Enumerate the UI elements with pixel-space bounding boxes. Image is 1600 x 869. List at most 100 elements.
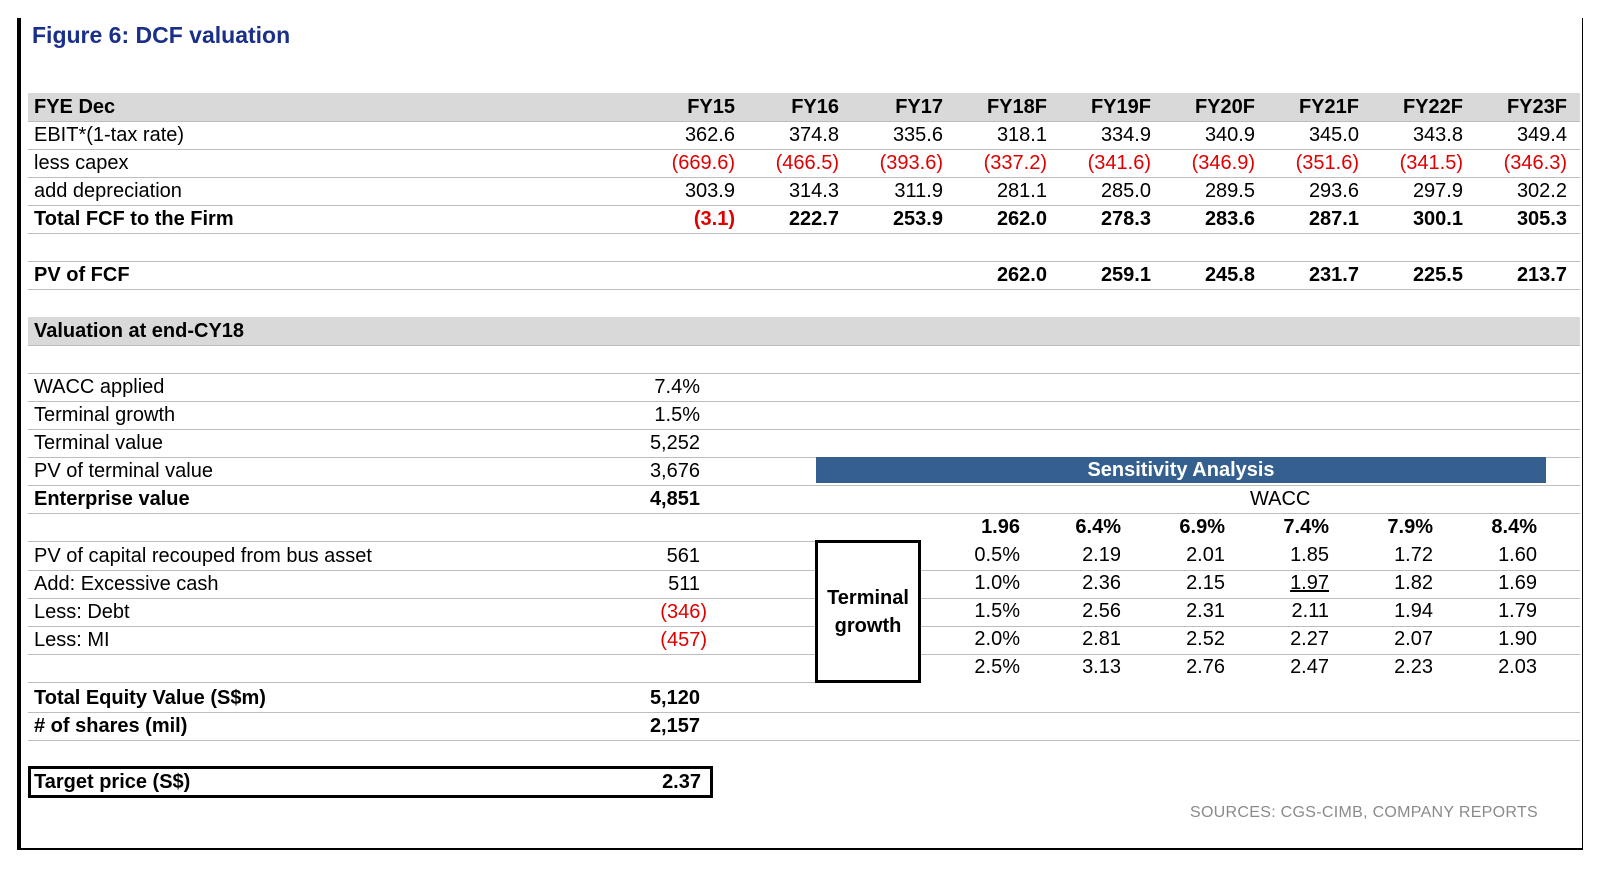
year-header: FY16 bbox=[791, 96, 839, 118]
pv-fcf-value: 213.7 bbox=[1516, 264, 1567, 286]
fcf-row: Total FCF to the Firm (3.1) 222.7 253.9 262.… bbox=[28, 205, 1580, 234]
wacc-column-header: 7.9% bbox=[1387, 516, 1433, 538]
blank-row bbox=[28, 740, 1580, 769]
fcf-value: 287.1 bbox=[1308, 208, 1359, 230]
valuation-value: 7.4% bbox=[654, 376, 700, 398]
wacc-column-header: 7.4% bbox=[1283, 516, 1329, 538]
valuation-value: 2,157 bbox=[649, 715, 700, 737]
year-header: FY20F bbox=[1194, 96, 1255, 118]
wacc-axis-label: WACC bbox=[1250, 488, 1311, 510]
valuation-value: 511 bbox=[668, 573, 700, 595]
sensitivity-value: 1.79 bbox=[1498, 600, 1537, 622]
growth-row-header: 0.5% bbox=[974, 544, 1020, 566]
growth-row-header: 2.5% bbox=[974, 656, 1020, 678]
valuation-row: Terminal value 5,252 bbox=[28, 429, 1580, 458]
fcf-value: 222.7 bbox=[788, 208, 839, 230]
fcf-row-label: less capex bbox=[34, 152, 129, 174]
valuation-label: Terminal growth bbox=[34, 404, 176, 426]
fcf-value: 314.3 bbox=[788, 180, 839, 202]
sources-note: SOURCES: CGS-CIMB, COMPANY REPORTS bbox=[1189, 804, 1538, 821]
valuation-label: Less: Debt bbox=[34, 601, 130, 623]
sensitivity-value: 2.47 bbox=[1290, 656, 1329, 678]
sensitivity-value: 2.31 bbox=[1186, 600, 1225, 622]
growth-row-header: 2.0% bbox=[974, 628, 1020, 650]
sensitivity-value: 1.97 bbox=[1290, 572, 1329, 594]
fcf-row: add depreciation 303.9 314.3 311.9 281.1 285.… bbox=[28, 177, 1580, 206]
valuation-value: 4,851 bbox=[649, 488, 700, 510]
target-price-value: 2.37 bbox=[662, 771, 701, 793]
fcf-value: (341.5) bbox=[1399, 152, 1463, 174]
fcf-row-label: Total FCF to the Firm bbox=[34, 208, 234, 230]
sensitivity-value: 2.01 bbox=[1186, 544, 1225, 566]
sensitivity-value: 2.11 bbox=[1291, 600, 1329, 622]
valuation-row: Add: Excessive cash 511 bbox=[28, 570, 1580, 599]
pv-fcf-value: 225.5 bbox=[1412, 264, 1463, 286]
valuation-value: 3,676 bbox=[649, 460, 700, 482]
fcf-value: 297.9 bbox=[1412, 180, 1463, 202]
sensitivity-value: 2.27 bbox=[1290, 628, 1329, 650]
pv-fcf-value: 259.1 bbox=[1100, 264, 1151, 286]
valuation-label: Total Equity Value (S$m) bbox=[34, 687, 266, 709]
fcf-row: less capex (669.6) (466.5) (393.6) (337.2) (3… bbox=[28, 149, 1580, 178]
valuation-row: Less: Debt (346) bbox=[28, 598, 1580, 627]
fcf-value: 289.5 bbox=[1204, 180, 1255, 202]
fcf-row-label: add depreciation bbox=[34, 180, 182, 202]
sensitivity-value: 1.94 bbox=[1394, 600, 1433, 622]
fcf-value: 349.4 bbox=[1516, 124, 1567, 146]
year-header: FY15 bbox=[687, 96, 735, 118]
sensitivity-value: 1.82 bbox=[1394, 572, 1433, 594]
sensitivity-value: 2.36 bbox=[1082, 572, 1121, 594]
valuation-label: # of shares (mil) bbox=[34, 715, 188, 737]
sensitivity-value: 2.15 bbox=[1186, 572, 1225, 594]
valuation-row: # of shares (mil) 2,157 bbox=[28, 712, 1580, 741]
fcf-value: (3.1) bbox=[693, 208, 735, 230]
sensitivity-value: 2.07 bbox=[1394, 628, 1433, 650]
valuation-label: PV of terminal value bbox=[34, 460, 213, 482]
valuation-row: Enterprise value 4,851 bbox=[28, 485, 1580, 514]
fcf-value: 281.1 bbox=[996, 180, 1047, 202]
valuation-heading: Valuation at end-CY18 bbox=[34, 320, 245, 342]
blank-row bbox=[28, 289, 1580, 318]
wacc-column-header: 6.4% bbox=[1075, 516, 1121, 538]
year-header: FY21F bbox=[1298, 96, 1359, 118]
sensitivity-value: 1.60 bbox=[1498, 544, 1537, 566]
fcf-value: 335.6 bbox=[892, 124, 943, 146]
pv-fcf-value: 231.7 bbox=[1308, 264, 1359, 286]
fcf-value: 343.8 bbox=[1412, 124, 1463, 146]
valuation-label: Add: Excessive cash bbox=[34, 573, 219, 595]
fcf-value: 253.9 bbox=[892, 208, 943, 230]
figure-frame bbox=[17, 18, 1583, 850]
fcf-value: (346.9) bbox=[1191, 152, 1255, 174]
valuation-value: 5,120 bbox=[649, 687, 700, 709]
fcf-value: 334.9 bbox=[1100, 124, 1151, 146]
year-header: FY17 bbox=[895, 96, 943, 118]
valuation-heading-row: Valuation at end-CY18 bbox=[28, 317, 1580, 346]
blank-row bbox=[28, 513, 815, 542]
fcf-value: 311.9 bbox=[894, 180, 943, 202]
sensitivity-value: 3.13 bbox=[1082, 656, 1121, 678]
pv-fcf-row: PV of FCF 262.0 259.1 245.8 231.7 225.5 … bbox=[28, 261, 1580, 290]
fcf-value: 303.9 bbox=[684, 180, 735, 202]
sensitivity-value: 1.72 bbox=[1394, 544, 1433, 566]
fcf-value: (341.6) bbox=[1087, 152, 1151, 174]
fcf-value: (466.5) bbox=[775, 152, 839, 174]
valuation-value: 561 bbox=[666, 545, 700, 567]
valuation-row: Terminal growth 1.5% bbox=[28, 401, 1580, 430]
valuation-value: (346) bbox=[660, 601, 707, 623]
sensitivity-value: 2.52 bbox=[1186, 628, 1225, 650]
sensitivity-value: 1.69 bbox=[1498, 572, 1537, 594]
sensitivity-value: 2.56 bbox=[1082, 600, 1121, 622]
target-price-box: Target price (S$) 2.37 bbox=[28, 766, 713, 798]
fcf-value: 262.0 bbox=[996, 208, 1047, 230]
fcf-value: 362.6 bbox=[684, 124, 735, 146]
wacc-column-header: 6.9% bbox=[1179, 516, 1225, 538]
header-label: FYE Dec bbox=[34, 96, 116, 118]
fcf-value: 278.3 bbox=[1100, 208, 1151, 230]
terminal-growth-line1: Terminal bbox=[827, 586, 909, 609]
valuation-row: PV of capital recouped from bus asset 561 bbox=[28, 542, 1580, 571]
fcf-value: (393.6) bbox=[879, 152, 943, 174]
blank-row bbox=[28, 654, 815, 683]
fcf-value: 300.1 bbox=[1412, 208, 1463, 230]
terminal-growth-line2: growth bbox=[834, 614, 902, 637]
wacc-column-header: 8.4% bbox=[1491, 516, 1537, 538]
